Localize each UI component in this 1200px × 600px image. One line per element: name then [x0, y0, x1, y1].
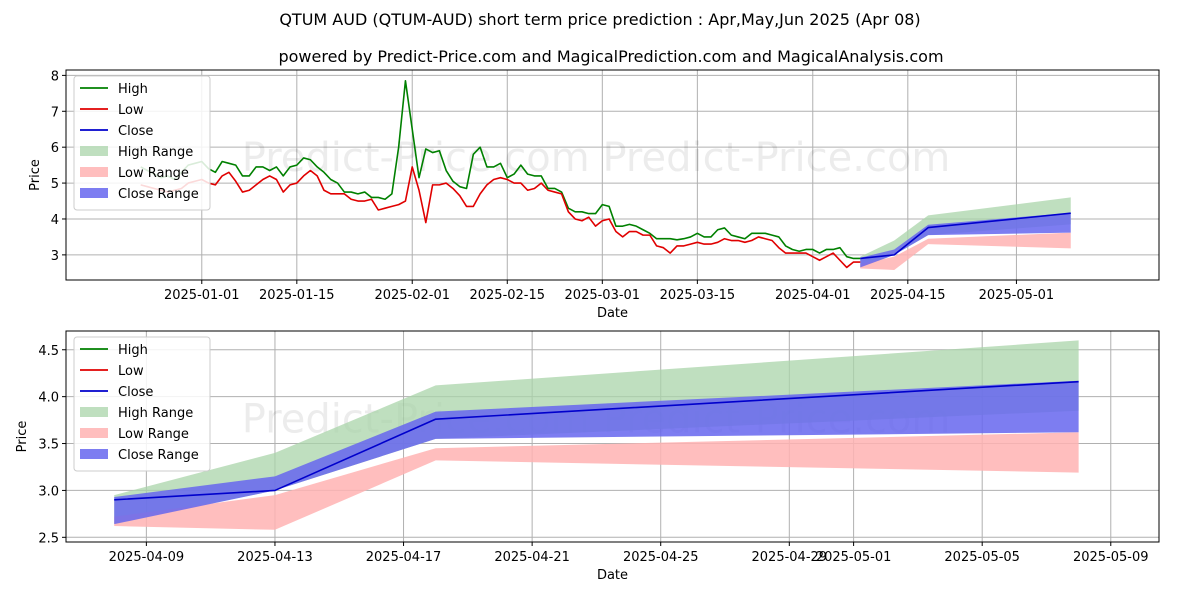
top-legend-patch-swatch	[80, 146, 108, 156]
top-legend: High Low Close High Range Low Range Close Ran…	[73, 75, 211, 211]
top-low-line	[140, 166, 861, 269]
bottom-y-axis-label: Price	[15, 421, 30, 453]
top-y-axis-label: Price	[28, 159, 43, 191]
bottom-plot-area	[114, 340, 1079, 530]
top-y-tick-label: 5	[51, 177, 59, 192]
top-legend-patch-swatch	[80, 188, 108, 198]
top-x-tick-label: 2025-04-15	[870, 288, 946, 303]
bottom-x-tick-label: 2025-04-17	[366, 550, 442, 565]
top-y-tick-label: 7	[51, 105, 59, 120]
bottom-legend-patch-swatch	[80, 428, 108, 438]
bottom-legend-label: Low	[118, 364, 144, 379]
bottom-x-tick-label: 2025-04-25	[623, 550, 699, 565]
top-legend-label: High Range	[118, 145, 193, 160]
top-legend-label: Close Range	[118, 187, 199, 202]
bottom-axes-frame	[65, 330, 1160, 543]
bottom-x-axis-label: Date	[597, 568, 628, 583]
top-y-tick-label: 4	[51, 213, 59, 228]
bottom-legend-label: Low Range	[118, 427, 189, 442]
top-legend-patch-swatch	[80, 167, 108, 177]
top-low-range-band	[860, 232, 1071, 270]
bottom-chart-panel: Predict-Price.comPredict-Price.com2025-0…	[15, 330, 1160, 583]
top-legend-label: Close	[118, 124, 153, 139]
top-x-tick-label: 2025-02-01	[374, 288, 450, 303]
bottom-legend: High Low Close High Range Low Range Close Ran…	[73, 336, 211, 472]
bottom-y-tick-label: 4.0	[38, 391, 59, 406]
top-y-tick-label: 6	[51, 141, 59, 156]
bottom-legend-patch-swatch	[80, 407, 108, 417]
bottom-y-tick-label: 3.5	[38, 438, 59, 453]
bottom-legend-label: Close Range	[118, 448, 199, 463]
top-x-tick-label: 2025-04-01	[775, 288, 851, 303]
top-y-tick-label: 3	[51, 249, 59, 264]
bottom-legend-patch-swatch	[80, 449, 108, 459]
bottom-close-line	[114, 380, 1079, 501]
top-legend-label: Low	[118, 103, 144, 118]
bottom-x-tick-label: 2025-05-05	[944, 550, 1020, 565]
top-y-tick-label: 8	[51, 69, 59, 84]
top-plot-area	[140, 79, 1071, 270]
bottom-legend-label: High	[118, 343, 148, 358]
bottom-x-tick-label: 2025-04-13	[237, 550, 313, 565]
bottom-legend-label: High Range	[118, 406, 193, 421]
top-axes-frame	[65, 69, 1160, 281]
bottom-x-tick-label: 2025-04-21	[494, 550, 570, 565]
bottom-x-tick-label: 2025-05-09	[1073, 550, 1149, 565]
bottom-y-tick-label: 2.5	[38, 531, 59, 546]
top-x-tick-label: 2025-03-15	[660, 288, 736, 303]
top-legend-label: Low Range	[118, 166, 189, 181]
bottom-low-range-band	[114, 432, 1079, 530]
bottom-close-range-band	[114, 380, 1079, 525]
chart-title-line2: powered by Predict-Price.com and Magical…	[278, 47, 943, 66]
top-watermark-right: Predict-Price.com	[602, 135, 950, 181]
bottom-x-tick-label: 2025-04-29	[752, 550, 828, 565]
bottom-x-tick-label: 2025-05-01	[816, 550, 892, 565]
top-high-line	[140, 79, 861, 260]
top-legend-label: High	[118, 82, 148, 97]
top-x-tick-label: 2025-05-01	[979, 288, 1055, 303]
top-x-tick-label: 2025-03-01	[565, 288, 641, 303]
chart-title-line1: QTUM AUD (QTUM-AUD) short term price pre…	[279, 10, 920, 29]
top-high-range-band	[860, 197, 1071, 268]
bottom-y-tick-label: 3.0	[38, 484, 59, 499]
top-x-axis-label: Date	[597, 306, 628, 321]
bottom-x-tick-label: 2025-04-09	[109, 550, 185, 565]
top-x-tick-label: 2025-01-01	[164, 288, 240, 303]
top-x-tick-label: 2025-01-15	[259, 288, 335, 303]
top-close-line	[860, 212, 1071, 260]
top-close-range-band	[860, 212, 1071, 268]
top-x-tick-label: 2025-02-15	[469, 288, 545, 303]
bottom-y-tick-label: 4.5	[38, 344, 59, 359]
bottom-legend-label: Close	[118, 385, 153, 400]
top-chart-panel: Predict-Price.com Predict-Price.com2025-0…	[28, 69, 1160, 321]
